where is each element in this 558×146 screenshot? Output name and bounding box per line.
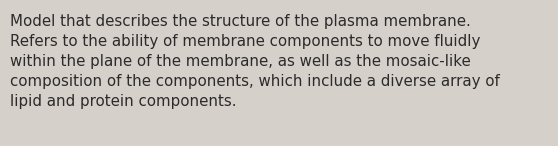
Text: Model that describes the structure of the plasma membrane.
Refers to the ability: Model that describes the structure of th… <box>10 14 500 109</box>
